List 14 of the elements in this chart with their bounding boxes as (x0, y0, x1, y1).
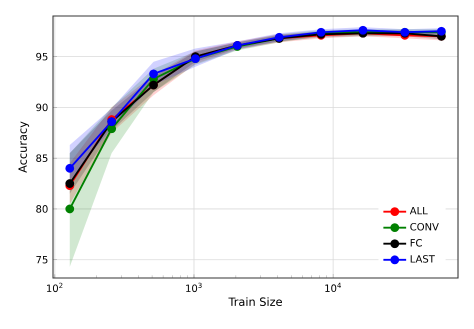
legend-label: ALL (410, 207, 428, 214)
legend-label: FC (410, 239, 422, 247)
y-tick-label: 95 (36, 52, 48, 60)
y-tick-label: 85 (36, 154, 48, 162)
x-axis-title: Train Size (228, 297, 282, 306)
y-tick-label: 75 (36, 256, 48, 264)
x-tick-label: 10$^{3}$ (186, 282, 202, 292)
y-tick-label: 80 (36, 205, 48, 213)
legend-label: LAST (410, 255, 435, 263)
legend-label: CONV (410, 222, 439, 231)
x-tick-label: 10$^{2}$ (47, 282, 62, 292)
x-tick-label: 10$^{4}$ (325, 282, 341, 292)
y-axis-title: Accuracy (18, 121, 30, 173)
y-tick-label: 90 (36, 104, 48, 112)
